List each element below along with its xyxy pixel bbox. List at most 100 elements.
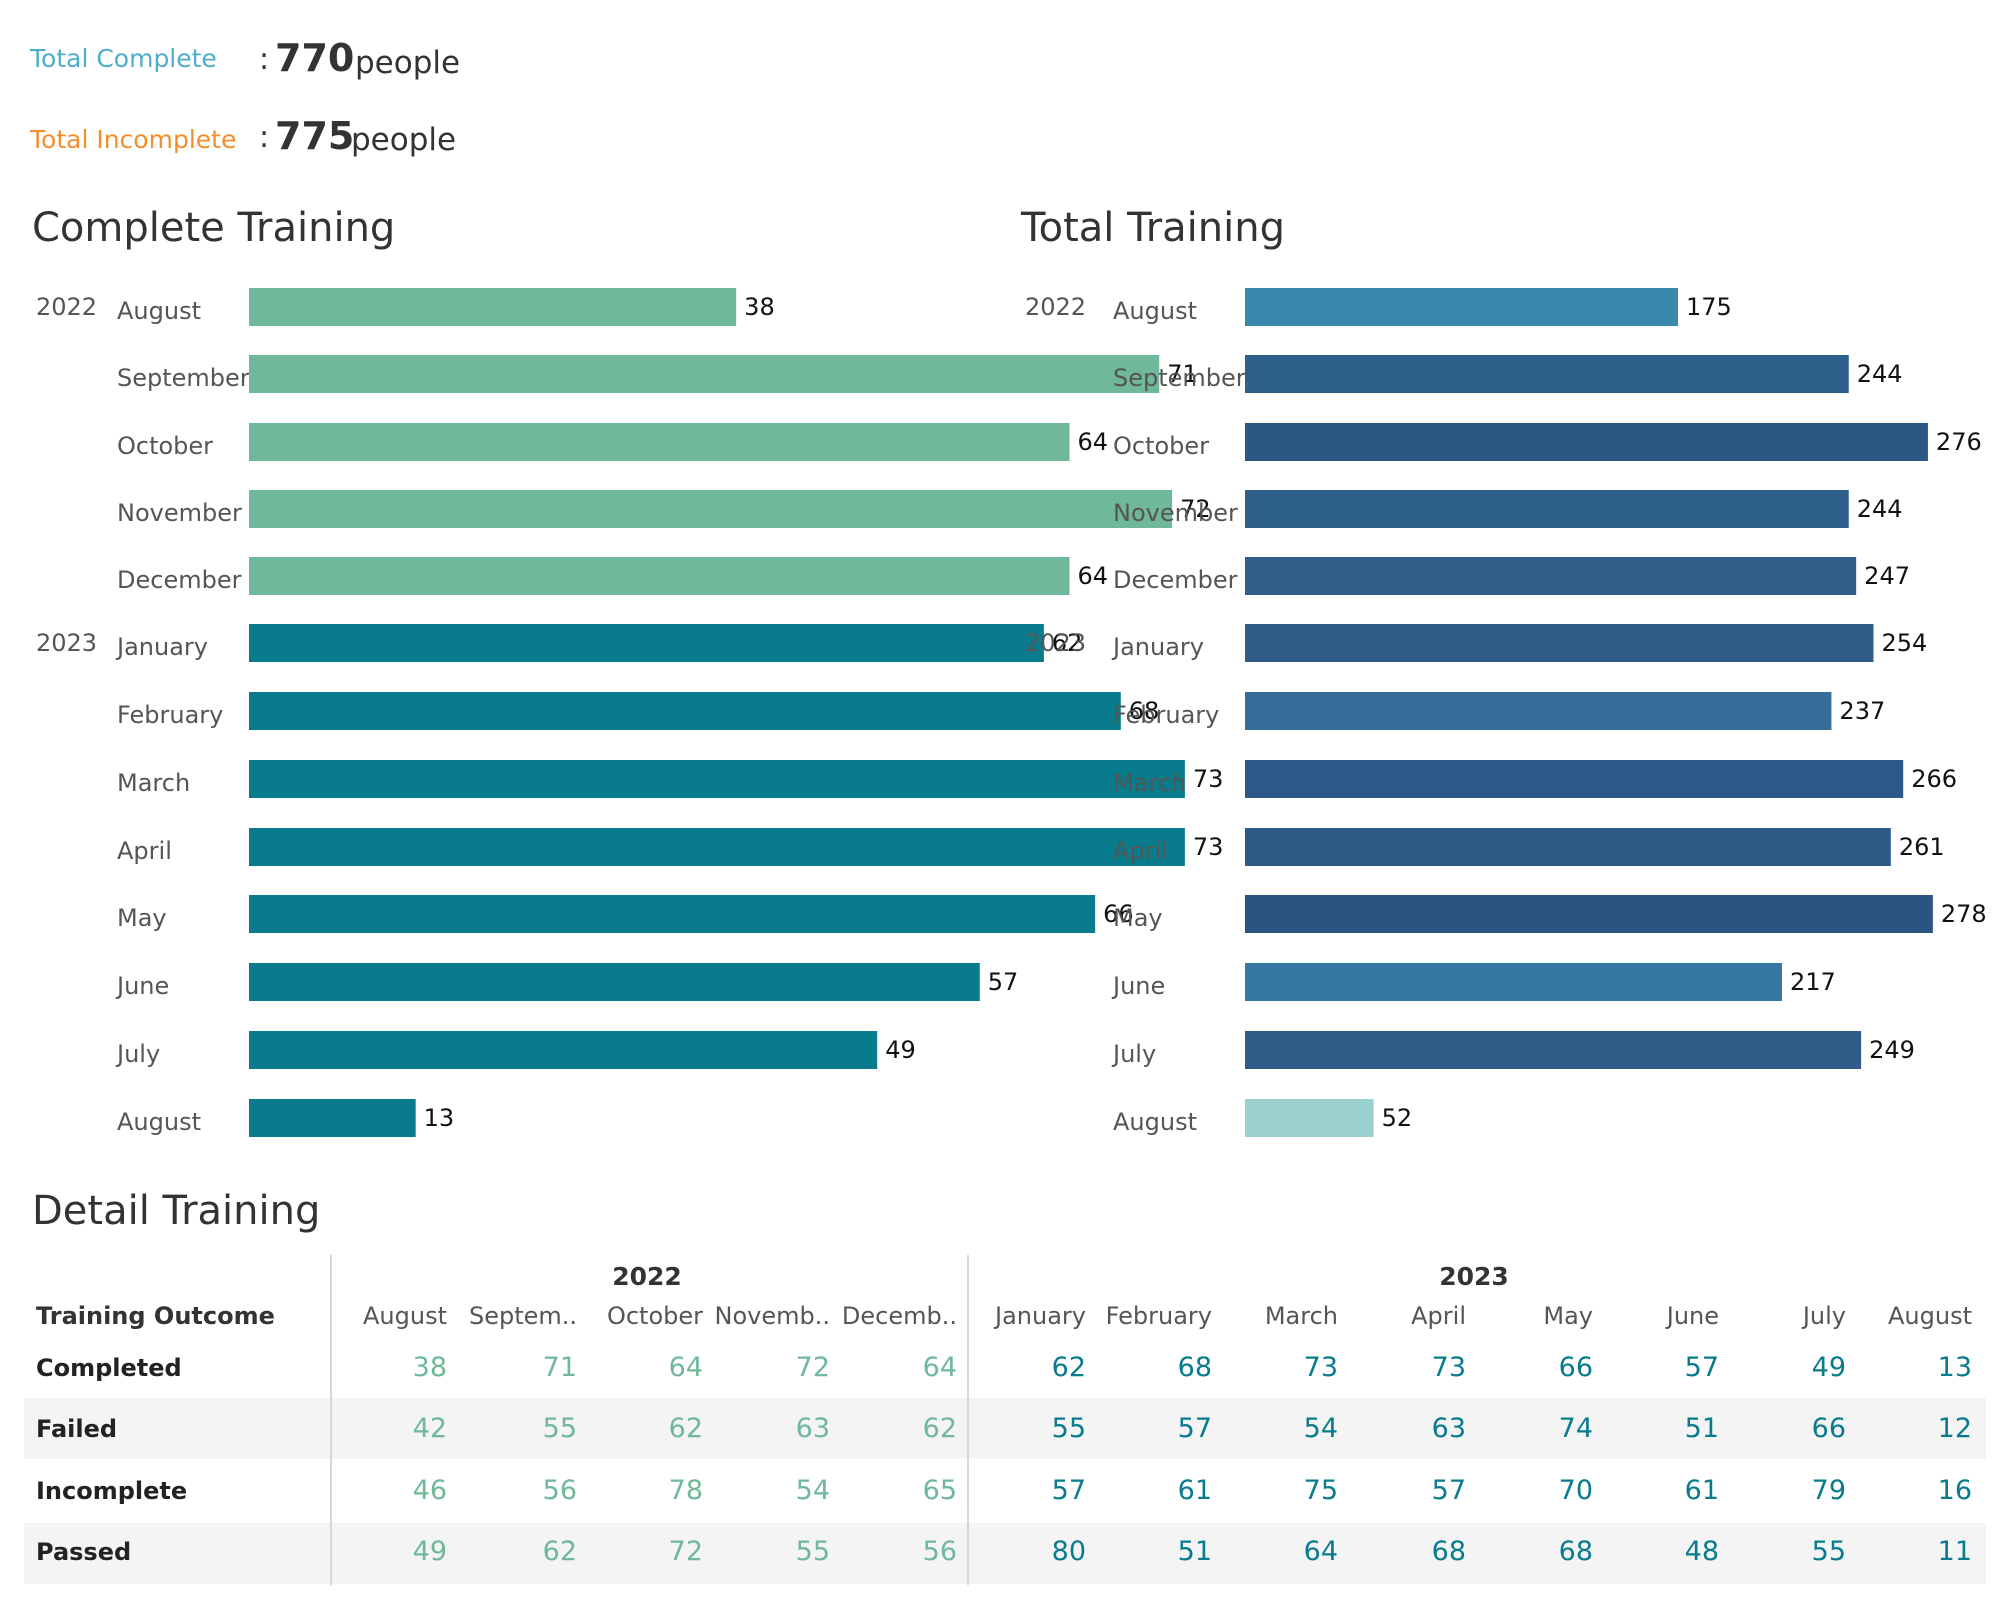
table-row-label: Completed <box>36 1354 182 1382</box>
table-cell: 57 <box>1431 1475 1466 1506</box>
total-bar <box>1245 490 1849 528</box>
table-cell: 62 <box>1051 1352 1086 1383</box>
table-cell: 71 <box>542 1352 577 1383</box>
table-cell: 78 <box>668 1475 703 1506</box>
total-value-label: 278 <box>1941 900 1987 928</box>
total-value-label: 266 <box>1911 765 1957 793</box>
total-bar <box>1245 1031 1862 1069</box>
table-cell: 61 <box>1177 1475 1212 1506</box>
table-column-header: August <box>1888 1302 1972 1330</box>
table-column-header: Septem.. <box>468 1302 577 1330</box>
complete-bar <box>249 355 1160 393</box>
table-cell: 68 <box>1177 1352 1212 1383</box>
complete-month-label: June <box>115 972 169 1000</box>
table-cell: 57 <box>1177 1413 1212 1444</box>
table-cell: 42 <box>412 1413 447 1444</box>
total-month-label: October <box>1113 432 1209 460</box>
table-cell: 55 <box>795 1536 830 1567</box>
complete-month-label: September <box>117 364 250 392</box>
table-cell: 65 <box>922 1475 957 1506</box>
table-cell: 51 <box>1684 1413 1719 1444</box>
table-cell: 64 <box>922 1352 957 1383</box>
complete-month-label: January <box>115 633 208 661</box>
total-incomplete-label: Total Incomplete <box>30 125 237 154</box>
table-cell: 55 <box>1051 1413 1086 1444</box>
table-cell: 51 <box>1177 1536 1212 1567</box>
table-cell: 57 <box>1684 1352 1719 1383</box>
table-cell: 79 <box>1811 1475 1846 1506</box>
complete-bar <box>249 828 1185 866</box>
total-month-label: June <box>1111 972 1165 1000</box>
total-complete-separator: : <box>259 42 270 77</box>
complete-month-label: July <box>115 1040 160 1068</box>
table-cell: 62 <box>922 1413 957 1444</box>
complete-bar <box>249 423 1070 461</box>
complete-bar <box>249 963 980 1001</box>
table-cell: 54 <box>1303 1413 1338 1444</box>
table-cell: 66 <box>1811 1413 1846 1444</box>
table-row-label: Incomplete <box>36 1477 188 1505</box>
table-column-header: April <box>1411 1302 1466 1330</box>
table-cell: 73 <box>1303 1352 1338 1383</box>
complete-value-label: 68 <box>1129 697 1160 725</box>
complete-year-label: 2023 <box>36 629 97 657</box>
complete-bar <box>249 1031 878 1069</box>
table-cell: 66 <box>1558 1352 1593 1383</box>
complete-value-label: 71 <box>1167 360 1198 388</box>
table-cell: 13 <box>1937 1352 1972 1383</box>
table-cell: 55 <box>1811 1536 1846 1567</box>
total-month-label: September <box>1113 364 1246 392</box>
complete-bar <box>249 288 737 326</box>
total-month-label: August <box>1113 1108 1197 1136</box>
table-cell: 80 <box>1051 1536 1086 1567</box>
total-value-label: 261 <box>1899 833 1945 861</box>
complete-month-label: August <box>117 297 201 325</box>
complete-value-label: 66 <box>1103 900 1134 928</box>
table-cell: 11 <box>1937 1536 1972 1567</box>
table-column-header: January <box>995 1302 1086 1330</box>
complete-value-label: 62 <box>1052 629 1083 657</box>
table-cell: 38 <box>412 1352 447 1383</box>
total-bar <box>1245 692 1832 730</box>
total-bar <box>1245 828 1891 866</box>
complete-value-label: 57 <box>988 968 1019 996</box>
complete-year-label: 2022 <box>36 293 97 321</box>
total-value-label: 244 <box>1857 360 1903 388</box>
table-cell: 16 <box>1937 1475 1972 1506</box>
complete-value-label: 13 <box>424 1104 455 1132</box>
complete-value-label: 64 <box>1078 562 1109 590</box>
total-bar <box>1245 288 1679 326</box>
total-value-label: 244 <box>1857 495 1903 523</box>
total-month-label: July <box>1111 1040 1156 1068</box>
table-cell: 46 <box>412 1475 447 1506</box>
total-month-label: November <box>1113 499 1238 527</box>
total-complete-label: Total Complete <box>30 44 217 73</box>
complete-training-title: Complete Training <box>32 205 396 251</box>
table-cell: 62 <box>542 1536 577 1567</box>
table-cell: 68 <box>1558 1536 1593 1567</box>
table-cell: 73 <box>1431 1352 1466 1383</box>
table-cell: 75 <box>1303 1475 1338 1506</box>
total-bar <box>1245 355 1849 393</box>
complete-bar <box>249 760 1185 798</box>
total-month-label: March <box>1113 769 1186 797</box>
table-cell: 48 <box>1684 1536 1719 1567</box>
table-column-header: Novemb.. <box>714 1302 830 1330</box>
table-cell: 64 <box>1303 1536 1338 1567</box>
table-column-header: May <box>1543 1302 1593 1330</box>
complete-bar <box>249 692 1121 730</box>
total-complete-value: 770 <box>275 36 355 80</box>
complete-value-label: 64 <box>1078 428 1109 456</box>
table-column-header: February <box>1105 1302 1212 1330</box>
total-incomplete-separator: : <box>259 120 270 155</box>
table-row-label: Failed <box>36 1415 118 1443</box>
total-bar <box>1245 760 1904 798</box>
complete-bar <box>249 895 1096 933</box>
table-cell: 56 <box>542 1475 577 1506</box>
complete-bar <box>249 490 1173 528</box>
total-value-label: 249 <box>1869 1036 1915 1064</box>
total-training-title: Total Training <box>1021 205 1285 251</box>
total-year-label: 2023 <box>1025 629 1086 657</box>
table-column-header: March <box>1264 1302 1338 1330</box>
